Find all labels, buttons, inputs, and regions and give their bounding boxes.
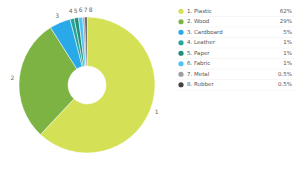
slice-label: 5 <box>74 7 78 14</box>
legend-swatch <box>178 72 183 77</box>
legend-swatch <box>178 30 183 35</box>
legend-value: 1% <box>283 60 292 66</box>
legend-swatch <box>178 9 183 14</box>
legend-swatch <box>178 40 183 45</box>
legend-swatch <box>178 82 183 87</box>
legend: 1. Plastic 62% 2. Wood 29% 3. Cardboard 5% 4. … <box>176 8 294 90</box>
slice <box>85 17 87 66</box>
slice-label: 4 <box>69 7 73 14</box>
legend-separator <box>176 48 294 49</box>
legend-separator <box>176 79 294 80</box>
legend-value: 5% <box>283 29 292 35</box>
slice <box>78 17 85 66</box>
legend-swatch <box>178 61 183 66</box>
slice-label: 3 <box>55 12 59 19</box>
legend-separator <box>176 58 294 59</box>
slice-label: 8 <box>89 6 93 13</box>
legend-value: 0.5% <box>278 81 292 87</box>
legend-label: 3. Cardboard <box>187 29 223 35</box>
legend-value: 1% <box>283 50 292 56</box>
legend-label: 8. Rubber <box>187 81 214 87</box>
slice <box>83 17 87 66</box>
slice-label: 7 <box>84 6 88 13</box>
legend-value: 29% <box>280 18 292 24</box>
legend-value: 0.5% <box>278 71 292 77</box>
legend-label: 7. Metal <box>187 71 210 77</box>
slice-label: 1 <box>155 108 159 115</box>
legend-separator <box>176 90 294 91</box>
legend-separator <box>176 37 294 38</box>
legend-label: 4. Leather <box>187 39 216 45</box>
slice-label: 2 <box>10 74 14 81</box>
slice-label: 6 <box>79 6 83 13</box>
slice-labels: 1 2 3 45678 <box>10 6 158 116</box>
legend-label: 2. Wood <box>187 18 209 24</box>
legend-value: 62% <box>280 8 292 14</box>
legend-label: 6. Fabric <box>187 60 210 66</box>
legend-separator <box>176 16 294 17</box>
legend-separator <box>176 69 294 70</box>
legend-label: 1. Plastic <box>187 8 212 14</box>
slices <box>19 17 155 153</box>
chart: 1 2 3 45678 1. Plastic 62% 2. Wood 29% 3. Cardbo… <box>0 0 300 175</box>
legend-swatch <box>178 51 183 56</box>
legend-swatch <box>178 19 183 24</box>
legend-separator <box>176 27 294 28</box>
legend-value: 1% <box>283 39 292 45</box>
legend-label: 5. Paper <box>187 50 210 57</box>
